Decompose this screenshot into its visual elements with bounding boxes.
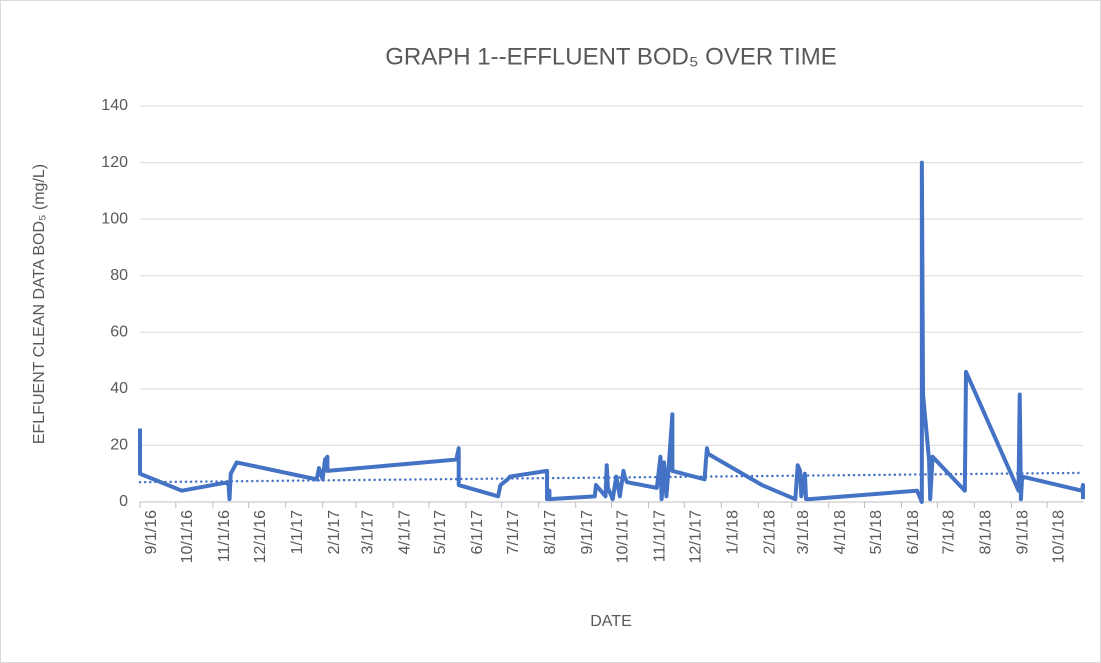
x-tick-label: 7/1/18 [941,510,958,555]
x-tick-label: 12/1/16 [252,510,269,563]
x-tick-label: 4/1/18 [832,510,849,555]
x-tick-label: 9/1/17 [579,510,596,555]
x-tick-label: 5/1/17 [432,510,449,555]
y-tick-label: 100 [101,210,128,227]
y-tick-label: 140 [101,97,128,114]
x-tick-label: 2/1/17 [326,510,343,555]
x-tick-label: 6/1/17 [469,510,486,555]
trend-line [138,471,1085,484]
x-tick-label: 8/1/18 [978,510,995,555]
y-tick-label: 40 [110,380,128,397]
y-tick-label: 0 [119,493,128,510]
x-tick-label: 12/1/17 [688,510,705,563]
x-axis-title: DATE [590,613,631,630]
x-tick-label: 6/1/18 [905,510,922,555]
x-tick-label: 7/1/17 [505,510,522,555]
x-tick-label: 2/1/18 [762,510,779,555]
x-tick-label: 8/1/17 [542,510,559,555]
y-tick-label: 20 [110,437,128,454]
x-tick-label: 10/1/18 [1050,510,1067,563]
x-tick-label: 1/1/18 [725,510,742,555]
x-tick-label: 3/1/17 [359,510,376,555]
x-tick-label: 3/1/18 [795,510,812,555]
x-tick-label: 9/1/18 [1015,510,1032,555]
y-tick-label: 80 [110,267,128,284]
x-tick-label: 10/1/16 [179,510,196,563]
chart-title: GRAPH 1--EFFLUENT BOD₅ OVER TIME [385,43,837,70]
y-tick-label: 60 [110,324,128,341]
x-tick-label: 5/1/18 [868,510,885,555]
x-tick-label: 10/1/17 [615,510,632,563]
y-tick-label: 120 [101,154,128,171]
y-axis-title: EFLFUENT CLEAN DATA BOD₅ (mg/L) [31,164,48,444]
x-tick-label: 11/1/16 [216,510,233,562]
data-line [138,160,1085,504]
x-tick-label: 11/1/17 [652,510,669,562]
x-tick-label: 9/1/16 [143,510,160,555]
x-tick-label: 4/1/17 [396,510,413,555]
x-tick-label: 1/1/17 [289,510,306,555]
